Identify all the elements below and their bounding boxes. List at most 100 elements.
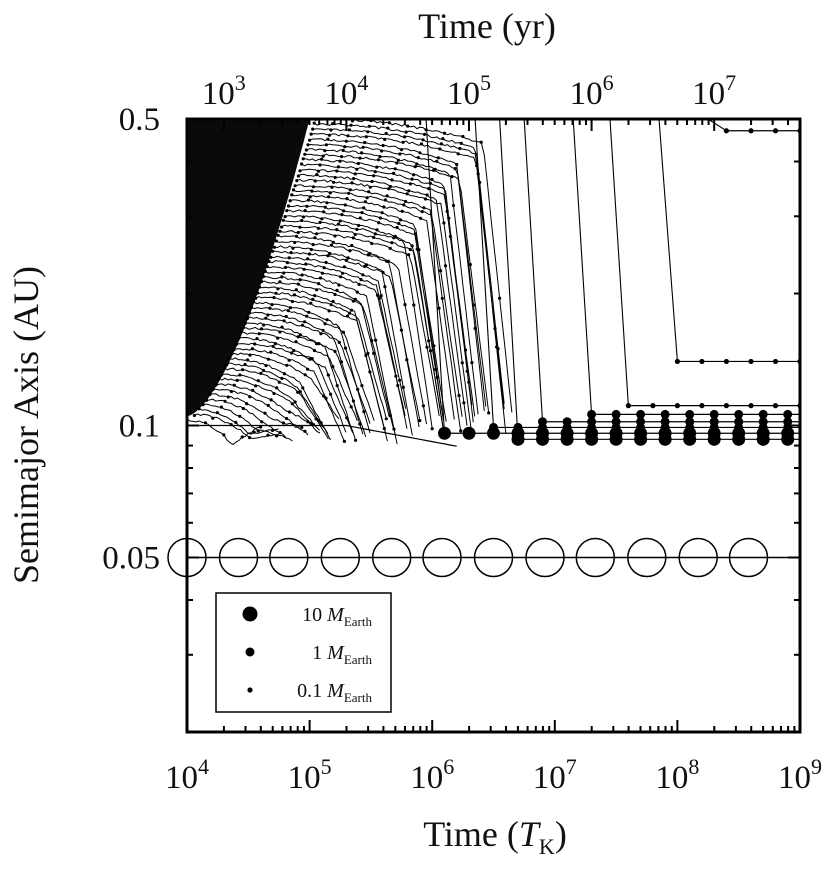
embryo-dot	[315, 232, 319, 236]
embryo-dot	[248, 395, 252, 399]
embryo-dot	[448, 234, 452, 239]
survivor-dot	[650, 403, 656, 409]
embryo-dot	[385, 194, 389, 198]
embryo-dot	[303, 152, 307, 156]
embryo-dot	[413, 165, 417, 169]
plot-content	[187, 119, 800, 447]
embryo-dot	[479, 140, 483, 144]
embryo-dot	[358, 216, 362, 220]
survivor-dot	[723, 403, 730, 409]
embryo-dot	[256, 379, 260, 383]
embryo-track	[231, 352, 340, 420]
embryo-dot	[327, 195, 331, 199]
embryo-dot	[437, 306, 441, 310]
legend-items: 10 MEarth 1 MEarth 0.1 MEarth	[242, 604, 372, 705]
embryo-dot	[347, 128, 351, 132]
embryo-dot	[271, 249, 275, 253]
embryo-dot	[366, 351, 370, 355]
embryo-dot	[235, 378, 239, 382]
embryo-dot	[412, 173, 416, 177]
embryo-dot	[340, 213, 344, 217]
survivor-dot	[748, 358, 754, 365]
embryo-dot	[319, 421, 323, 425]
embryo-dot	[362, 410, 366, 414]
survivor-dot	[783, 417, 793, 427]
embryo-dot	[338, 219, 342, 223]
embryo-dot	[418, 418, 422, 423]
embryo-dot	[230, 352, 234, 356]
embryo-dot	[303, 320, 307, 324]
embryo-dot	[313, 236, 317, 240]
embryo-dot	[382, 205, 386, 209]
embryo-dot	[399, 148, 404, 152]
embryo-dot	[459, 429, 463, 433]
embryo-dot	[307, 252, 312, 256]
embryo-track	[261, 280, 394, 429]
embryo-dot	[272, 245, 277, 249]
embryo-dot	[433, 167, 437, 171]
embryo-dot	[403, 135, 407, 139]
embryo-dot	[253, 342, 257, 346]
embryo-dot	[318, 220, 322, 224]
embryo-dot	[322, 210, 326, 214]
embryo-dot	[226, 395, 230, 399]
embryo-dot	[421, 138, 425, 142]
embryo-dot	[333, 292, 337, 297]
embryo-dot	[211, 416, 215, 420]
embryo-dot	[373, 170, 377, 174]
embryo-dot	[498, 296, 502, 300]
embryo-dot	[239, 330, 243, 334]
embryo-dot	[317, 342, 321, 346]
survivor-drop	[425, 119, 446, 434]
embryo-dot	[383, 137, 387, 141]
survivor-dot	[758, 409, 768, 419]
embryo-dot	[380, 149, 384, 153]
hot-jupiter-marker	[422, 537, 462, 578]
embryo-dot	[344, 139, 348, 143]
embryo-track	[293, 189, 463, 417]
embryo-dot	[401, 385, 405, 389]
hot-jupiter-marker	[320, 537, 361, 578]
embryo-dot	[487, 411, 491, 415]
embryo-dot	[372, 351, 376, 355]
embryo-dot	[303, 209, 307, 213]
embryo-dot	[269, 350, 273, 354]
embryo-dot	[360, 151, 364, 155]
embryo-dot	[347, 191, 351, 195]
embryo-dot	[252, 430, 256, 434]
embryo-dot	[317, 282, 321, 286]
embryo-track	[306, 148, 479, 415]
embryo-track	[233, 348, 345, 442]
embryo-dot	[323, 322, 327, 326]
embryo-track	[279, 230, 440, 417]
embryo-dot	[335, 288, 339, 292]
x-bottom-tick-label: 105	[288, 754, 332, 796]
embryo-track	[274, 245, 413, 436]
embryo-dot	[364, 135, 368, 139]
embryo-dot	[292, 349, 296, 353]
embryo-dot	[439, 269, 443, 273]
legend-marker	[242, 606, 258, 622]
embryo-dot	[326, 254, 330, 258]
embryo-dot	[387, 187, 391, 191]
embryo-dot	[422, 206, 426, 210]
embryo-dot	[287, 256, 291, 260]
embryo-dot	[374, 338, 378, 342]
embryo-dot	[375, 165, 379, 169]
y-tick-label: 0.1	[119, 409, 160, 445]
embryo-dot	[276, 233, 280, 237]
embryo-dot	[254, 296, 258, 300]
embryo-dot	[287, 358, 291, 362]
embryo-dot	[393, 234, 397, 238]
embryo-dot	[308, 138, 312, 142]
embryo-dot	[313, 179, 317, 183]
survivor-dot	[562, 417, 572, 427]
embryo-dot	[287, 410, 292, 414]
embryo-dot	[386, 126, 390, 130]
embryo-track	[270, 255, 407, 409]
embryo-dot	[263, 269, 267, 273]
embryo-dot	[291, 246, 295, 250]
embryo-dot	[370, 241, 374, 246]
embryo-dot	[392, 427, 396, 431]
embryo-dot	[440, 296, 444, 300]
